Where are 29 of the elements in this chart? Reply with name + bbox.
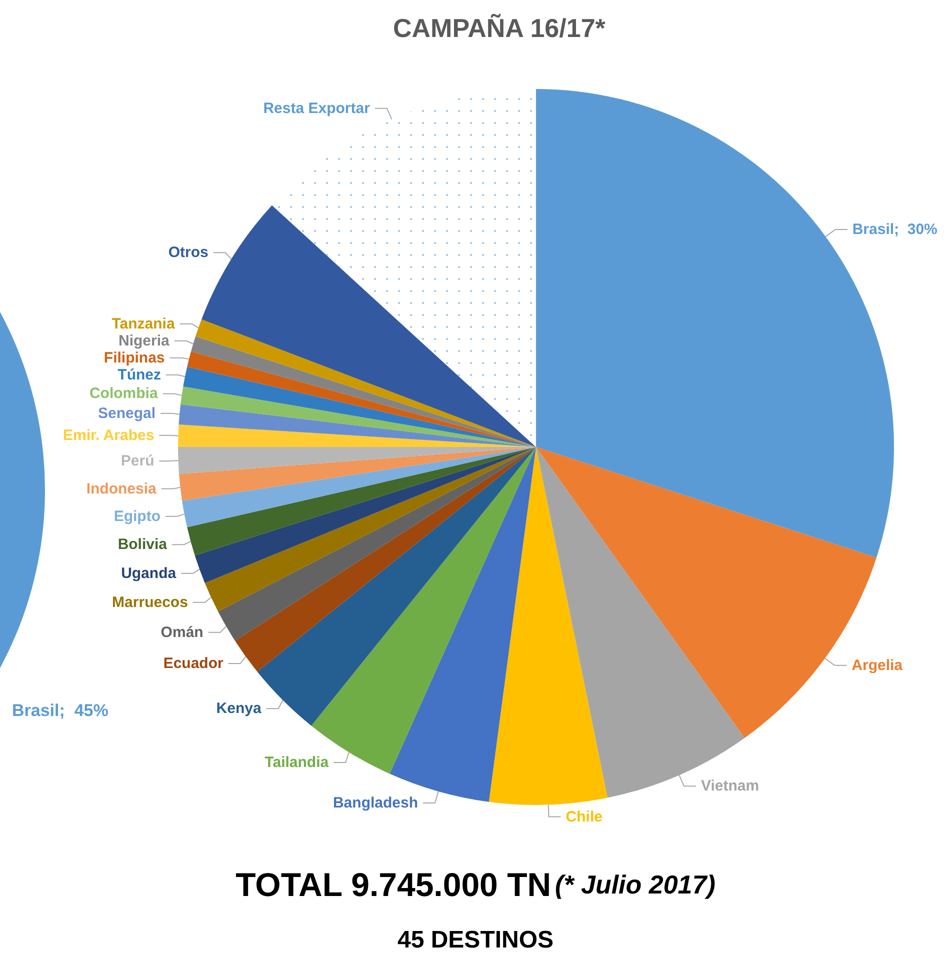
text: Brasil; 45% <box>12 701 108 720</box>
chart-title: CAMPAÑA 16/17* <box>393 13 606 43</box>
slice-label: Tailandia <box>264 754 330 771</box>
slice-label: Omán <box>160 624 204 641</box>
text: TOTAL 9.745.000 TN <box>236 866 552 903</box>
slice-label: Filipinas <box>104 349 165 366</box>
slice-label: Kenya <box>216 700 262 718</box>
slice-label: Brasil; 30% <box>852 221 938 238</box>
slice-label: Bolivia <box>118 536 168 554</box>
slice-label: Tanzania <box>112 315 176 332</box>
slice-label: Marruecos <box>112 594 188 611</box>
slice-label: Resta Exportar <box>263 100 370 117</box>
slice-label: Túnez <box>118 366 162 384</box>
text: 45 DESTINOS <box>397 926 554 954</box>
slice-label: Senegal <box>98 404 156 422</box>
slice-label: Argelia <box>852 656 904 674</box>
slice-label: Emir. Arabes <box>63 426 154 444</box>
slice-label: Bangladesh <box>332 794 418 812</box>
slice-label: Vietnam <box>701 778 760 795</box>
slice-label: Nigeria <box>118 332 170 350</box>
slice-label: Uganda <box>121 564 177 582</box>
slice-label: Ecuador <box>163 655 224 672</box>
text: (* Julio 2017) <box>555 870 716 900</box>
slice-label: Perú <box>120 452 154 470</box>
slice-label: Indonesia <box>86 480 157 498</box>
slice-label: Chile <box>566 808 602 826</box>
slice-label: Egipto <box>114 508 160 525</box>
slice-label: Colombia <box>89 385 158 402</box>
slice-label: Otros <box>168 244 208 262</box>
